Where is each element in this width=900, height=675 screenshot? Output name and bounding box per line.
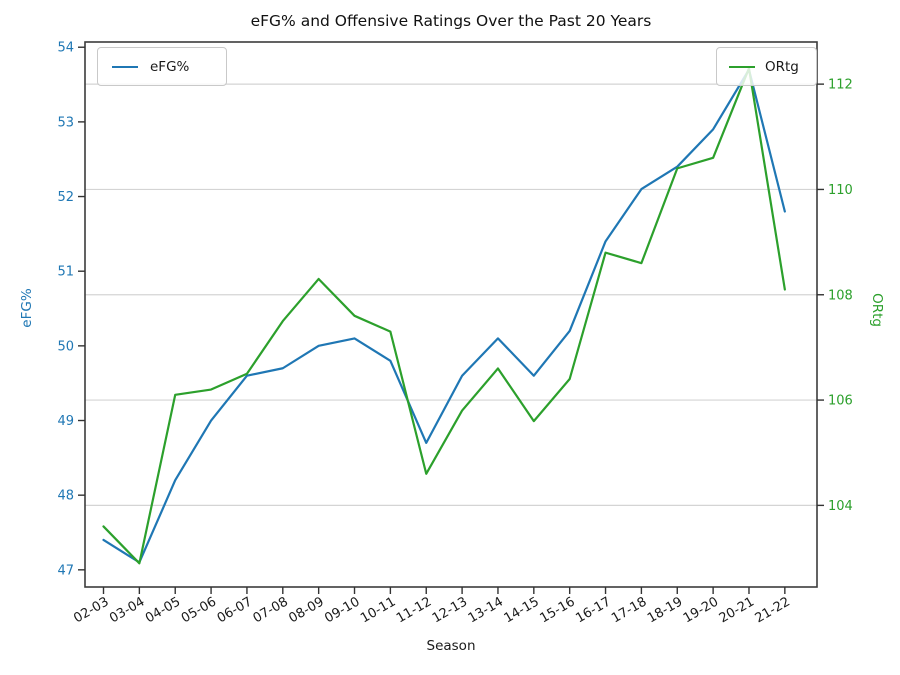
- x-tick-label: 09-10: [322, 594, 362, 626]
- y-tick-label-left: 52: [57, 190, 74, 205]
- chart-title: eFG% and Offensive Ratings Over the Past…: [250, 12, 652, 30]
- legend-ortg-label: ORtg: [765, 58, 799, 75]
- y-tick-label-left: 47: [57, 563, 74, 578]
- efg-line: [102, 68, 786, 564]
- x-tick-label: 14-15: [502, 594, 542, 626]
- x-tick-label: 17-18: [609, 594, 649, 626]
- y-tick-label-left: 53: [57, 115, 74, 130]
- y-tick-label-left: 54: [57, 41, 74, 56]
- x-tick-label: 07-08: [251, 594, 291, 626]
- y-tick-label-left: 48: [57, 489, 74, 504]
- x-tick-label: 08-09: [286, 594, 326, 626]
- x-tick-label: 04-05: [143, 594, 183, 626]
- y-tick-label-right: 106: [828, 394, 853, 409]
- y-tick-label-right: 110: [828, 183, 853, 198]
- y-tick-label-left: 51: [57, 265, 74, 280]
- x-tick-label: 06-07: [215, 594, 255, 626]
- xlabel-season: Season: [426, 638, 476, 654]
- x-tick-label: 15-16: [537, 594, 577, 626]
- efg-line-swatch: [112, 65, 138, 68]
- x-tick-label: 10-11: [358, 594, 398, 626]
- x-tick-label: 19-20: [681, 594, 721, 626]
- y-tick-label-right: 112: [828, 78, 853, 93]
- ortg-line: [102, 67, 786, 565]
- legend-efg: eFG%: [97, 47, 227, 86]
- x-tick-label: 02-03: [71, 594, 111, 626]
- x-tick-label: 16-17: [573, 594, 613, 626]
- y-tick-label-left: 49: [57, 414, 74, 429]
- ylabel-efg: eFG%: [19, 288, 35, 328]
- y-tick-label-right: 108: [828, 288, 853, 303]
- x-tick-label: 20-21: [717, 594, 757, 626]
- x-tick-label: 12-13: [430, 594, 470, 626]
- x-tick-label: 03-04: [107, 594, 147, 626]
- y-tick-label-right: 104: [828, 499, 853, 514]
- ylabel-ortg: ORtg: [869, 293, 885, 327]
- x-tick-label: 11-12: [394, 594, 434, 626]
- legend-efg-label: eFG%: [150, 58, 190, 75]
- x-tick-label: 05-06: [179, 594, 219, 626]
- plot-border: [84, 41, 818, 588]
- x-tick-label: 21-22: [753, 594, 793, 626]
- legend-ortg: ORtg: [716, 47, 817, 86]
- y-tick-label-left: 50: [57, 339, 74, 354]
- x-tick-label: 18-19: [645, 594, 685, 626]
- ortg-line-swatch: [729, 65, 755, 68]
- x-tick-label: 13-14: [466, 594, 506, 626]
